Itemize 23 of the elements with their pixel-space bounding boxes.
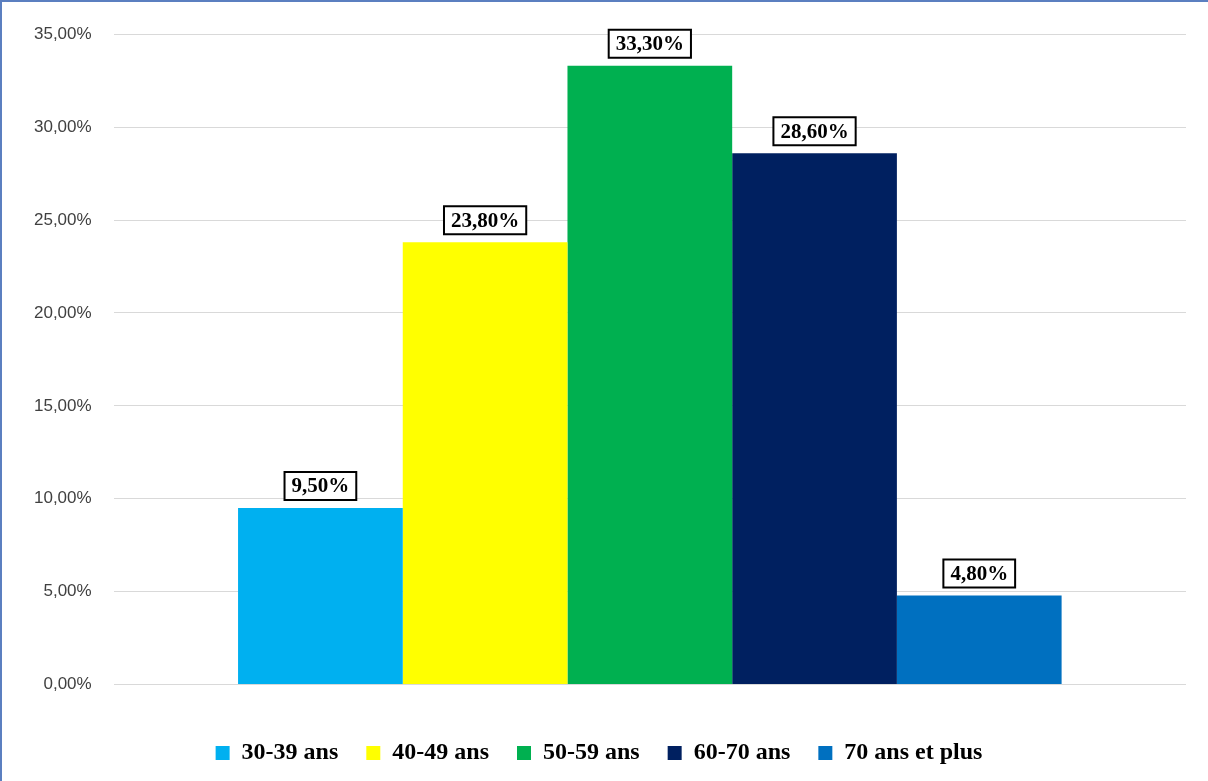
data-label: 23,80% <box>450 207 520 232</box>
bar <box>402 242 568 685</box>
legend-label: 50-59 ans <box>542 738 640 765</box>
legend-label: 40-49 ans <box>392 738 489 765</box>
y-tick-label: 10,00% <box>33 488 92 508</box>
y-tick-label: 0,00% <box>43 674 92 694</box>
legend-label: 30-39 ans <box>241 738 339 765</box>
bar <box>238 508 403 685</box>
data-label: 28,60% <box>780 118 849 143</box>
bar <box>896 595 1062 685</box>
y-tick-label: 30,00% <box>33 116 92 136</box>
y-tick-label: 25,00% <box>33 209 92 229</box>
y-tick-label: 20,00% <box>33 302 92 322</box>
y-tick-label: 5,00% <box>43 581 92 601</box>
y-tick-label: 15,00% <box>33 395 92 415</box>
data-label: 9,50% <box>291 473 350 498</box>
data-label: 33,30% <box>615 31 684 56</box>
data-label: 4,80% <box>950 560 1009 585</box>
bar <box>732 153 897 685</box>
legend-label: 70 ans et plus <box>844 738 983 765</box>
legend-label: 60-70 ans <box>693 738 791 765</box>
bar <box>567 65 733 685</box>
y-tick-label: 35,00% <box>33 23 92 43</box>
